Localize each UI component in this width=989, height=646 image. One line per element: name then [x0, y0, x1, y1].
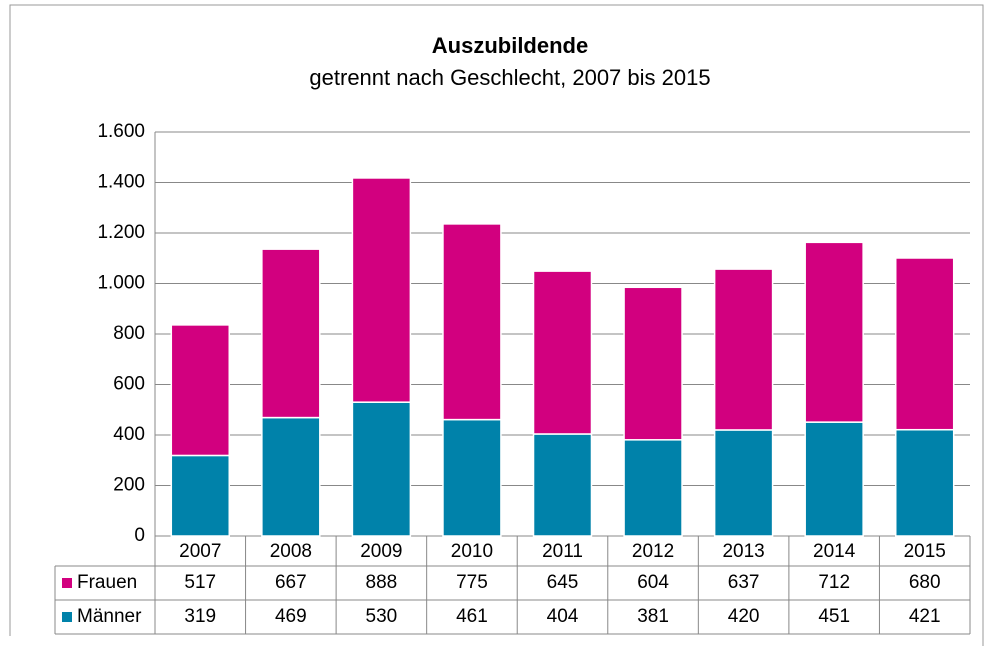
chart-frame [9, 4, 984, 646]
y-tick-label: 1.400 [97, 172, 145, 193]
x-tick-label: 2012 [632, 541, 674, 562]
table-value: 469 [275, 606, 307, 627]
y-tick-label: 1.600 [97, 121, 145, 142]
table-value: 421 [909, 606, 941, 627]
legend-label: Frauen [77, 572, 137, 593]
bar-segment [894, 257, 955, 431]
x-tick-label: 2015 [904, 541, 946, 562]
table-value: 404 [547, 606, 579, 627]
bar-segment [351, 177, 412, 403]
bar-segment [170, 324, 231, 457]
table-value: 530 [366, 606, 398, 627]
table-value: 712 [818, 572, 850, 593]
bar-segment [713, 429, 774, 537]
table-value: 517 [184, 572, 216, 593]
bar-segment [442, 223, 502, 421]
y-tick-label: 600 [113, 374, 145, 395]
y-tick-label: 200 [113, 475, 145, 496]
bar-segment [894, 428, 955, 537]
table-value: 451 [818, 606, 850, 627]
y-tick-label: 400 [113, 424, 145, 445]
x-tick-label: 2008 [270, 541, 312, 562]
bar-segment [442, 418, 502, 537]
table-value: 680 [909, 572, 941, 593]
table-value: 888 [366, 572, 398, 593]
table-value: 319 [184, 606, 216, 627]
bar-segment [261, 248, 321, 419]
bar-segment [804, 421, 864, 537]
x-tick-label: 2013 [722, 541, 764, 562]
bar-segment [351, 401, 412, 537]
bar-segment [532, 433, 593, 537]
legend-label: Männer [77, 606, 142, 627]
y-tick-label: 800 [113, 323, 145, 344]
x-tick-label: 2010 [451, 541, 493, 562]
table-value: 604 [637, 572, 669, 593]
bar-segment [804, 241, 864, 423]
chart-title: Auszubildende [432, 33, 588, 58]
bar-segment [623, 286, 683, 441]
y-tick-label: 1.000 [97, 273, 145, 294]
y-tick-label: 1.200 [97, 222, 145, 243]
bar-segment [170, 454, 231, 537]
x-tick-label: 2007 [179, 541, 221, 562]
bar-segment [532, 270, 593, 435]
x-tick-label: 2009 [360, 541, 402, 562]
bar-segment [261, 416, 321, 537]
y-tick-label: 0 [134, 525, 145, 546]
legend-marker [62, 578, 72, 588]
chart-subtitle: getrennt nach Geschlecht, 2007 bis 2015 [309, 65, 710, 90]
table-value: 667 [275, 572, 307, 593]
table-value: 645 [547, 572, 579, 593]
table-value: 775 [456, 572, 488, 593]
table-value: 637 [728, 572, 760, 593]
table-value: 420 [728, 606, 760, 627]
legend-marker [62, 612, 72, 622]
bar-segment [713, 268, 774, 431]
table-value: 461 [456, 606, 488, 627]
x-tick-label: 2011 [542, 541, 583, 562]
bar-segment [623, 439, 683, 537]
x-tick-label: 2014 [813, 541, 856, 562]
table-value: 381 [637, 606, 669, 627]
